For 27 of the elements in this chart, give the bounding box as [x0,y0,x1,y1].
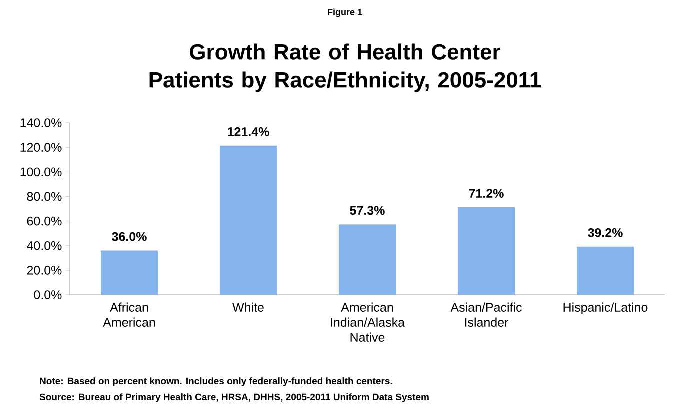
x-tick-label: White [232,302,264,312]
y-tick-label: 40.0% [27,241,62,250]
bar [220,146,278,295]
y-tick-label: 20.0% [27,266,62,275]
x-tick-label: African American [103,302,156,327]
source-note: Source: Bureau of Primary Health Care, HRSA, DHHS, 2005-2011 Uniform Data System [40,394,429,402]
y-tick-label: 60.0% [27,216,62,226]
data-label: 36.0% [112,232,147,242]
bar [100,250,158,295]
chart-title: Growth Rate of Health Center Patients by Race/Ethnicity, 2005-2011 [150,44,542,92]
data-label: 71.2% [469,189,504,198]
y-tick-label: 0.0% [34,290,62,300]
bar [576,246,634,295]
chart-subtitle: Figure 1 [328,8,362,18]
data-label: 39.2% [588,228,623,238]
x-tick-label: Hispanic/Latino [564,302,648,314]
x-tick-label: American Indian/Alaska Native [331,302,406,342]
data-label: 57.3% [350,206,385,216]
bar [338,224,396,295]
y-tick-label: 100.0% [20,168,62,177]
bar [458,208,516,295]
data-label: 121.4% [228,128,270,136]
y-tick-label: 80.0% [27,192,62,202]
y-tick-label: 140.0% [20,118,62,128]
text: Note: Based on percent known. Includes only federally-funded health centers. [40,378,392,386]
x-tick-label: Asian/Pacific Islander [450,302,522,327]
y-tick-label: 120.0% [20,143,62,152]
